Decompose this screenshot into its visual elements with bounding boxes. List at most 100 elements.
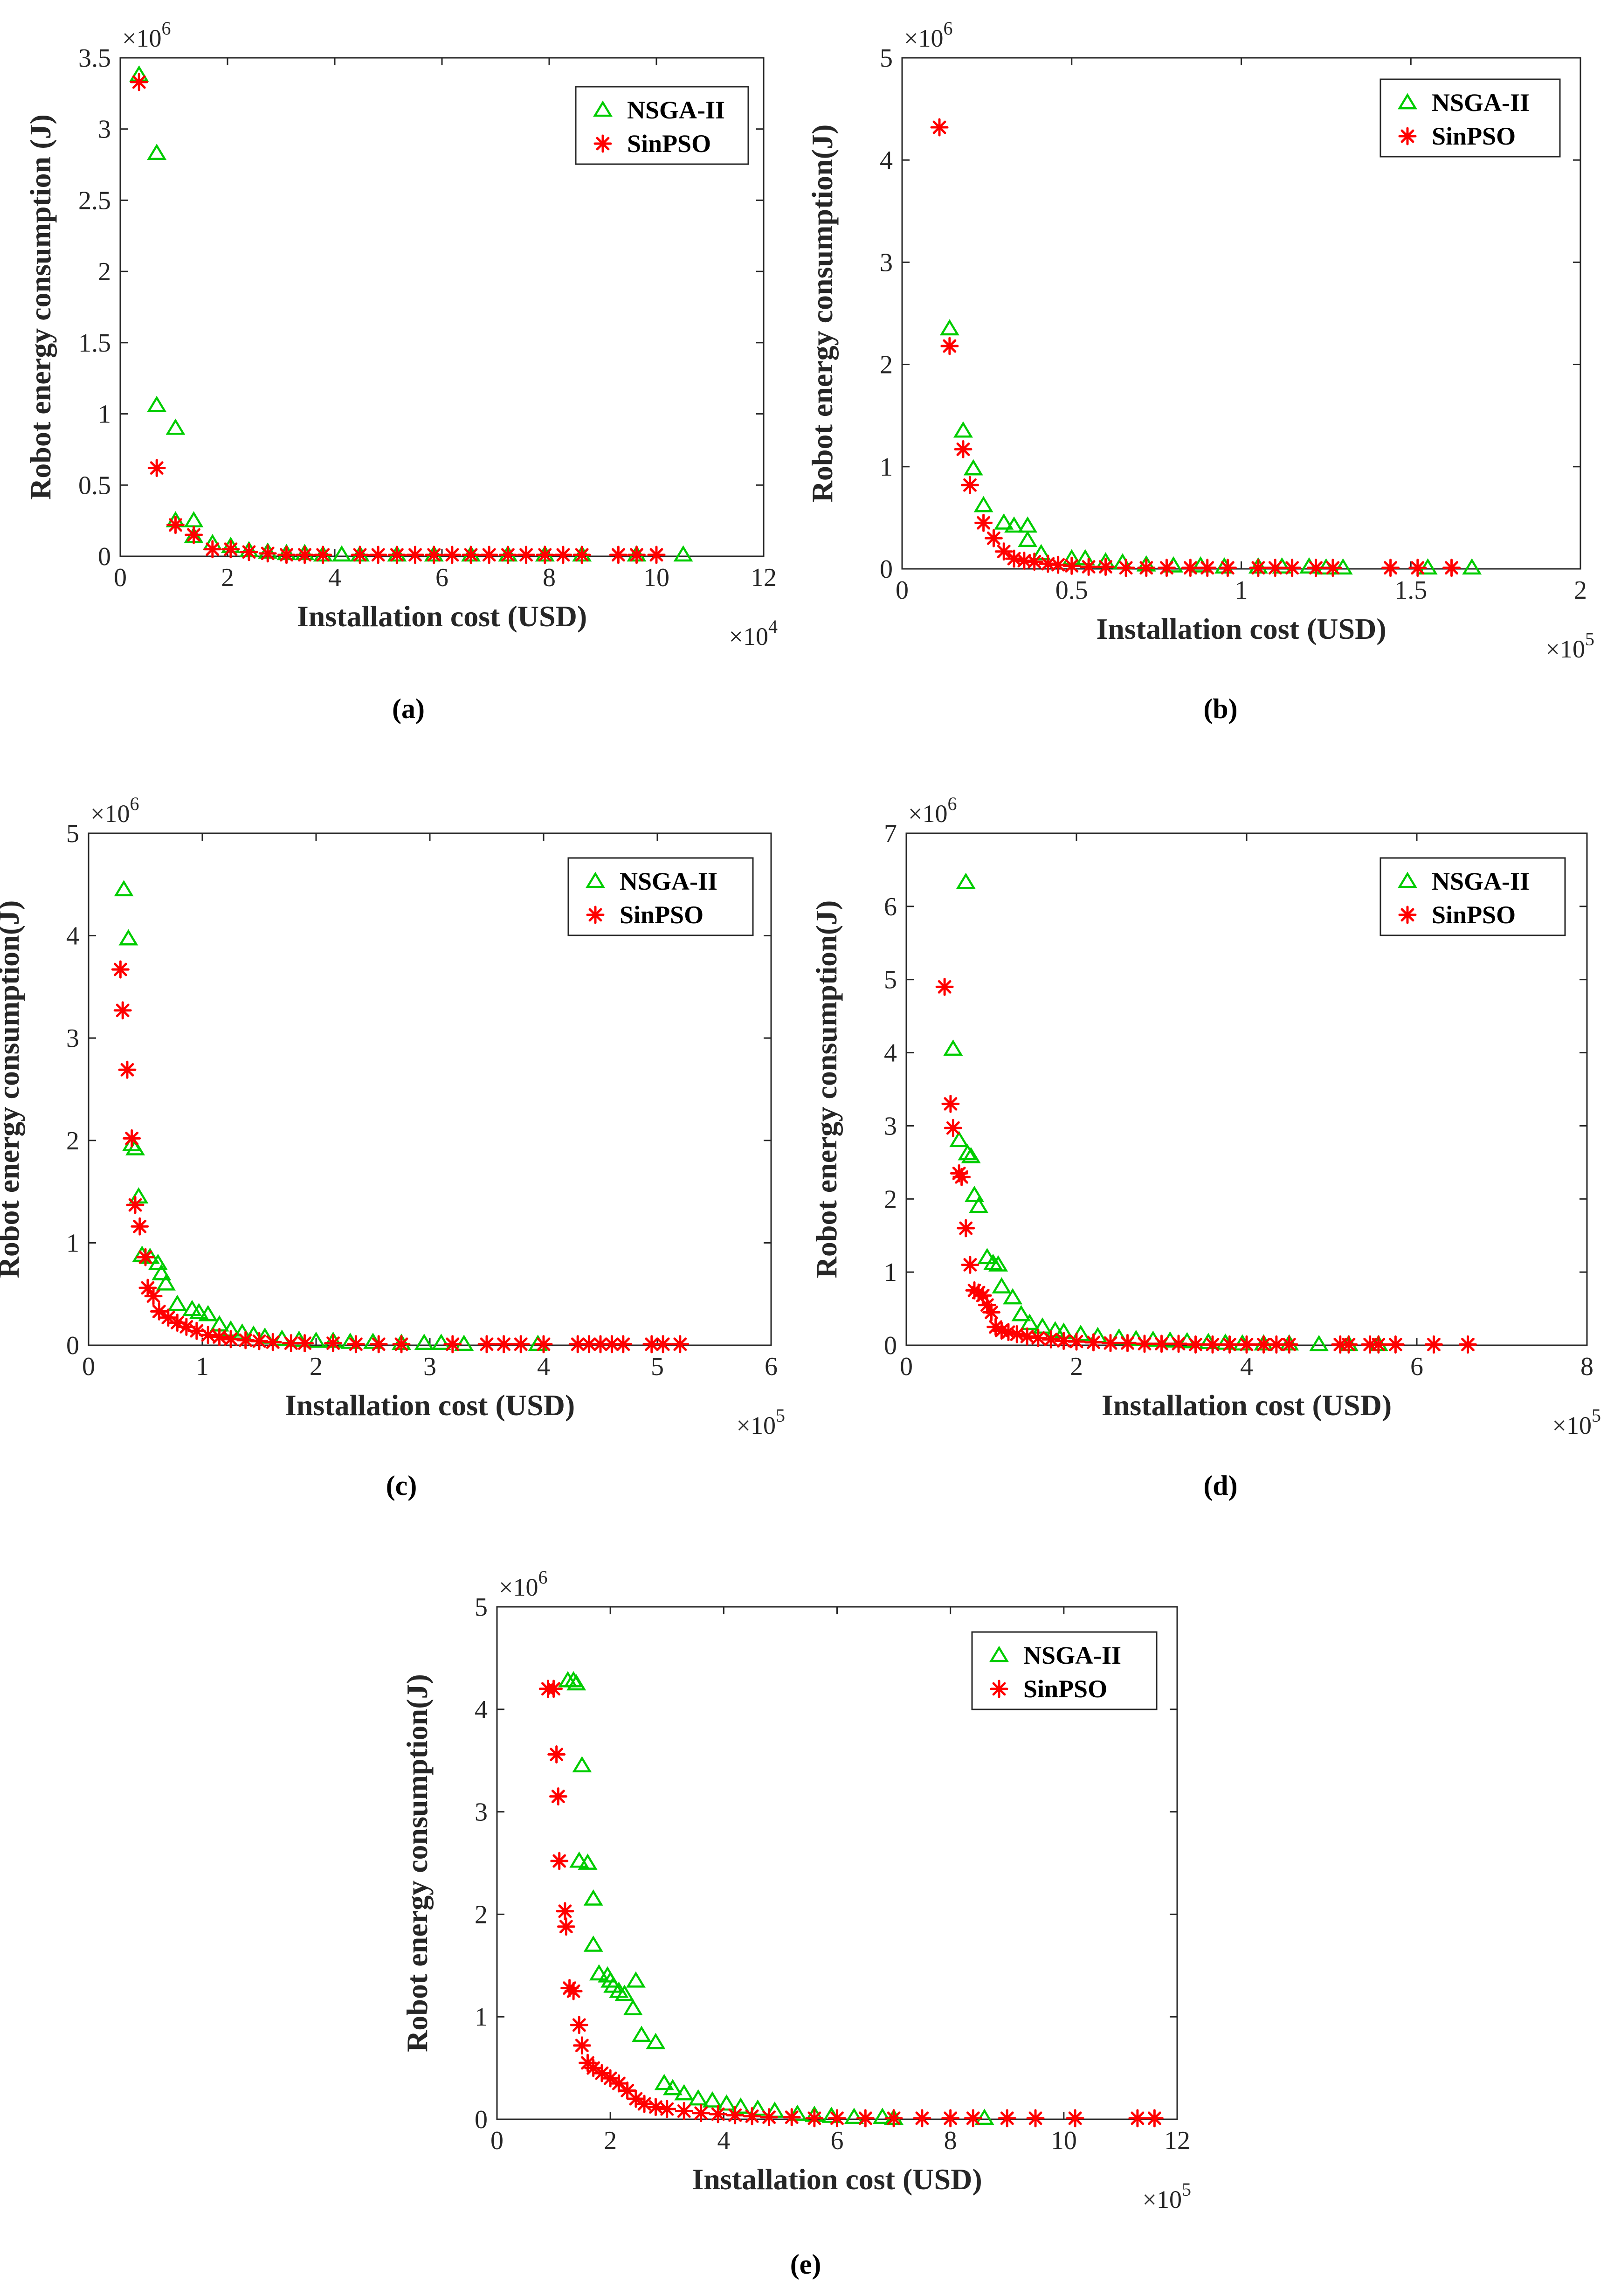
sinpso-point (1181, 559, 1200, 577)
legend-triangle-marker (1398, 871, 1417, 888)
sinpso-point (1117, 559, 1135, 577)
x-multiplier: ×105 (1546, 629, 1594, 663)
nsga-ii-point (717, 2094, 737, 2111)
y-tick-label: 4 (475, 1695, 488, 1724)
legend-box (1379, 857, 1566, 936)
x-tick-label: 1 (1235, 576, 1248, 605)
sinpso-point (1152, 1335, 1171, 1353)
sinpso-point (1266, 559, 1284, 577)
sinpso-point (177, 1317, 196, 1336)
sinpso-point (221, 540, 240, 559)
sinpso-point (961, 476, 979, 494)
x-tick-label: 0 (114, 563, 127, 592)
x-axis-label: Installation cost (USD) (1096, 612, 1386, 645)
nsga-ii-point (1018, 531, 1038, 547)
y-tick-label: 1 (66, 1229, 79, 1258)
legend-label-nsga-ii: NSGA-II (627, 96, 725, 124)
sinpso-point (1128, 2109, 1147, 2128)
y-tick-label: 2 (880, 351, 893, 380)
nsga-ii-point (646, 2033, 666, 2049)
sinpso-point (998, 2109, 1016, 2128)
x-axis-label: Installation cost (USD) (692, 2163, 982, 2196)
x-tick-label: 2 (604, 2126, 617, 2155)
sinpso-point (346, 1335, 365, 1354)
sinpso-point (580, 1335, 599, 1354)
x-tick-label: 8 (543, 563, 556, 592)
legend-asterisk-marker (586, 906, 605, 924)
sinpso-point (1025, 553, 1044, 571)
y-tick-label: 0 (880, 555, 893, 584)
sinpso-point (978, 1296, 996, 1314)
sinpso-point (203, 540, 222, 559)
sinpso-point (131, 1217, 149, 1236)
sinpso-point (1055, 1332, 1073, 1350)
sinpso-point (282, 1334, 300, 1353)
nsga-ii-point (748, 2099, 768, 2116)
sinpso-point (627, 2089, 645, 2108)
sinpso-point (584, 2059, 603, 2077)
y-multiplier-exponent: 6 (161, 18, 171, 39)
sinpso-point (658, 2100, 676, 2118)
nsga-ii-point (973, 496, 993, 512)
sinpso-point (1408, 559, 1427, 577)
nsga-ii-point (662, 2079, 683, 2095)
y-tick-label: 0 (884, 1331, 897, 1360)
legend-label-sinpso: SinPSO (1023, 1675, 1107, 1703)
y-multiplier: ×106 (904, 18, 952, 52)
x-tick-label: 3 (423, 1352, 436, 1381)
x-multiplier: ×105 (1143, 2179, 1191, 2213)
legend-asterisk-marker (1398, 906, 1417, 924)
sinpso-point (498, 546, 517, 564)
sinpso-point (240, 543, 258, 561)
sinpso-point (952, 1168, 971, 1186)
sinpso-point (557, 1917, 575, 1936)
sinpso-point (1049, 555, 1068, 574)
x-tick-label: 10 (1051, 2126, 1077, 2155)
sinpso-point (1237, 1335, 1256, 1354)
sinpso-point (547, 1745, 566, 1764)
nsga-ii-point (626, 1971, 646, 1988)
y-multiplier: ×106 (499, 1567, 547, 1601)
nsga-ii-point (566, 1674, 586, 1691)
sinpso-point (1026, 2109, 1045, 2128)
nsga-ii-point (977, 1248, 997, 1265)
y-tick-label: 2.5 (78, 186, 111, 215)
y-tick-label: 1 (880, 453, 893, 482)
nsga-ii-point (198, 1305, 218, 1321)
sinpso-point (1339, 1335, 1358, 1354)
nsga-ii-point (674, 2084, 694, 2101)
x-tick-label: 4 (1240, 1352, 1253, 1381)
sinpso-point (550, 1852, 569, 1870)
y-tick-label: 2 (98, 257, 111, 286)
x-tick-label: 4 (328, 563, 341, 592)
x-tick-label: 0 (82, 1352, 95, 1381)
sinpso-point (961, 1255, 979, 1274)
sinpso-point (618, 2081, 637, 2100)
nsga-ii-point (992, 1277, 1012, 1293)
legend-label-sinpso: SinPSO (627, 130, 711, 158)
sinpso-point (118, 1060, 137, 1079)
nsga-ii-point (623, 1999, 643, 2015)
nsga-ii-point (1309, 1335, 1329, 1351)
nsga-ii-point (731, 2097, 751, 2114)
panel-b: 0 0.5 1 1.5 2 0 1 2 3 4 5 ×106 ×105 Installation cost… (806, 18, 1594, 724)
x-tick-label: 6 (1410, 1352, 1423, 1381)
sinpso-point (1425, 1335, 1443, 1354)
nsga-ii-point (983, 1253, 1003, 1270)
nsga-ii-point (166, 418, 186, 435)
x-tick-label: 6 (435, 563, 448, 592)
sinpso-point (805, 2109, 824, 2128)
x-tick-label: 2 (1574, 576, 1587, 605)
x-multiplier: ×105 (1552, 1405, 1601, 1439)
sinpso-point (591, 1335, 610, 1354)
nsga-ii-point (939, 319, 959, 336)
sinpso-point (601, 2069, 620, 2088)
legend-triangle-marker (989, 1646, 1009, 1662)
nsga-ii-point (167, 1294, 187, 1311)
nsga-ii-point (949, 1131, 969, 1148)
sinpso-point (609, 546, 628, 564)
sinpso-point (572, 546, 591, 564)
sinpso-point (1283, 559, 1302, 577)
sinpso-point (1307, 559, 1325, 577)
sinpso-point (511, 1335, 530, 1354)
